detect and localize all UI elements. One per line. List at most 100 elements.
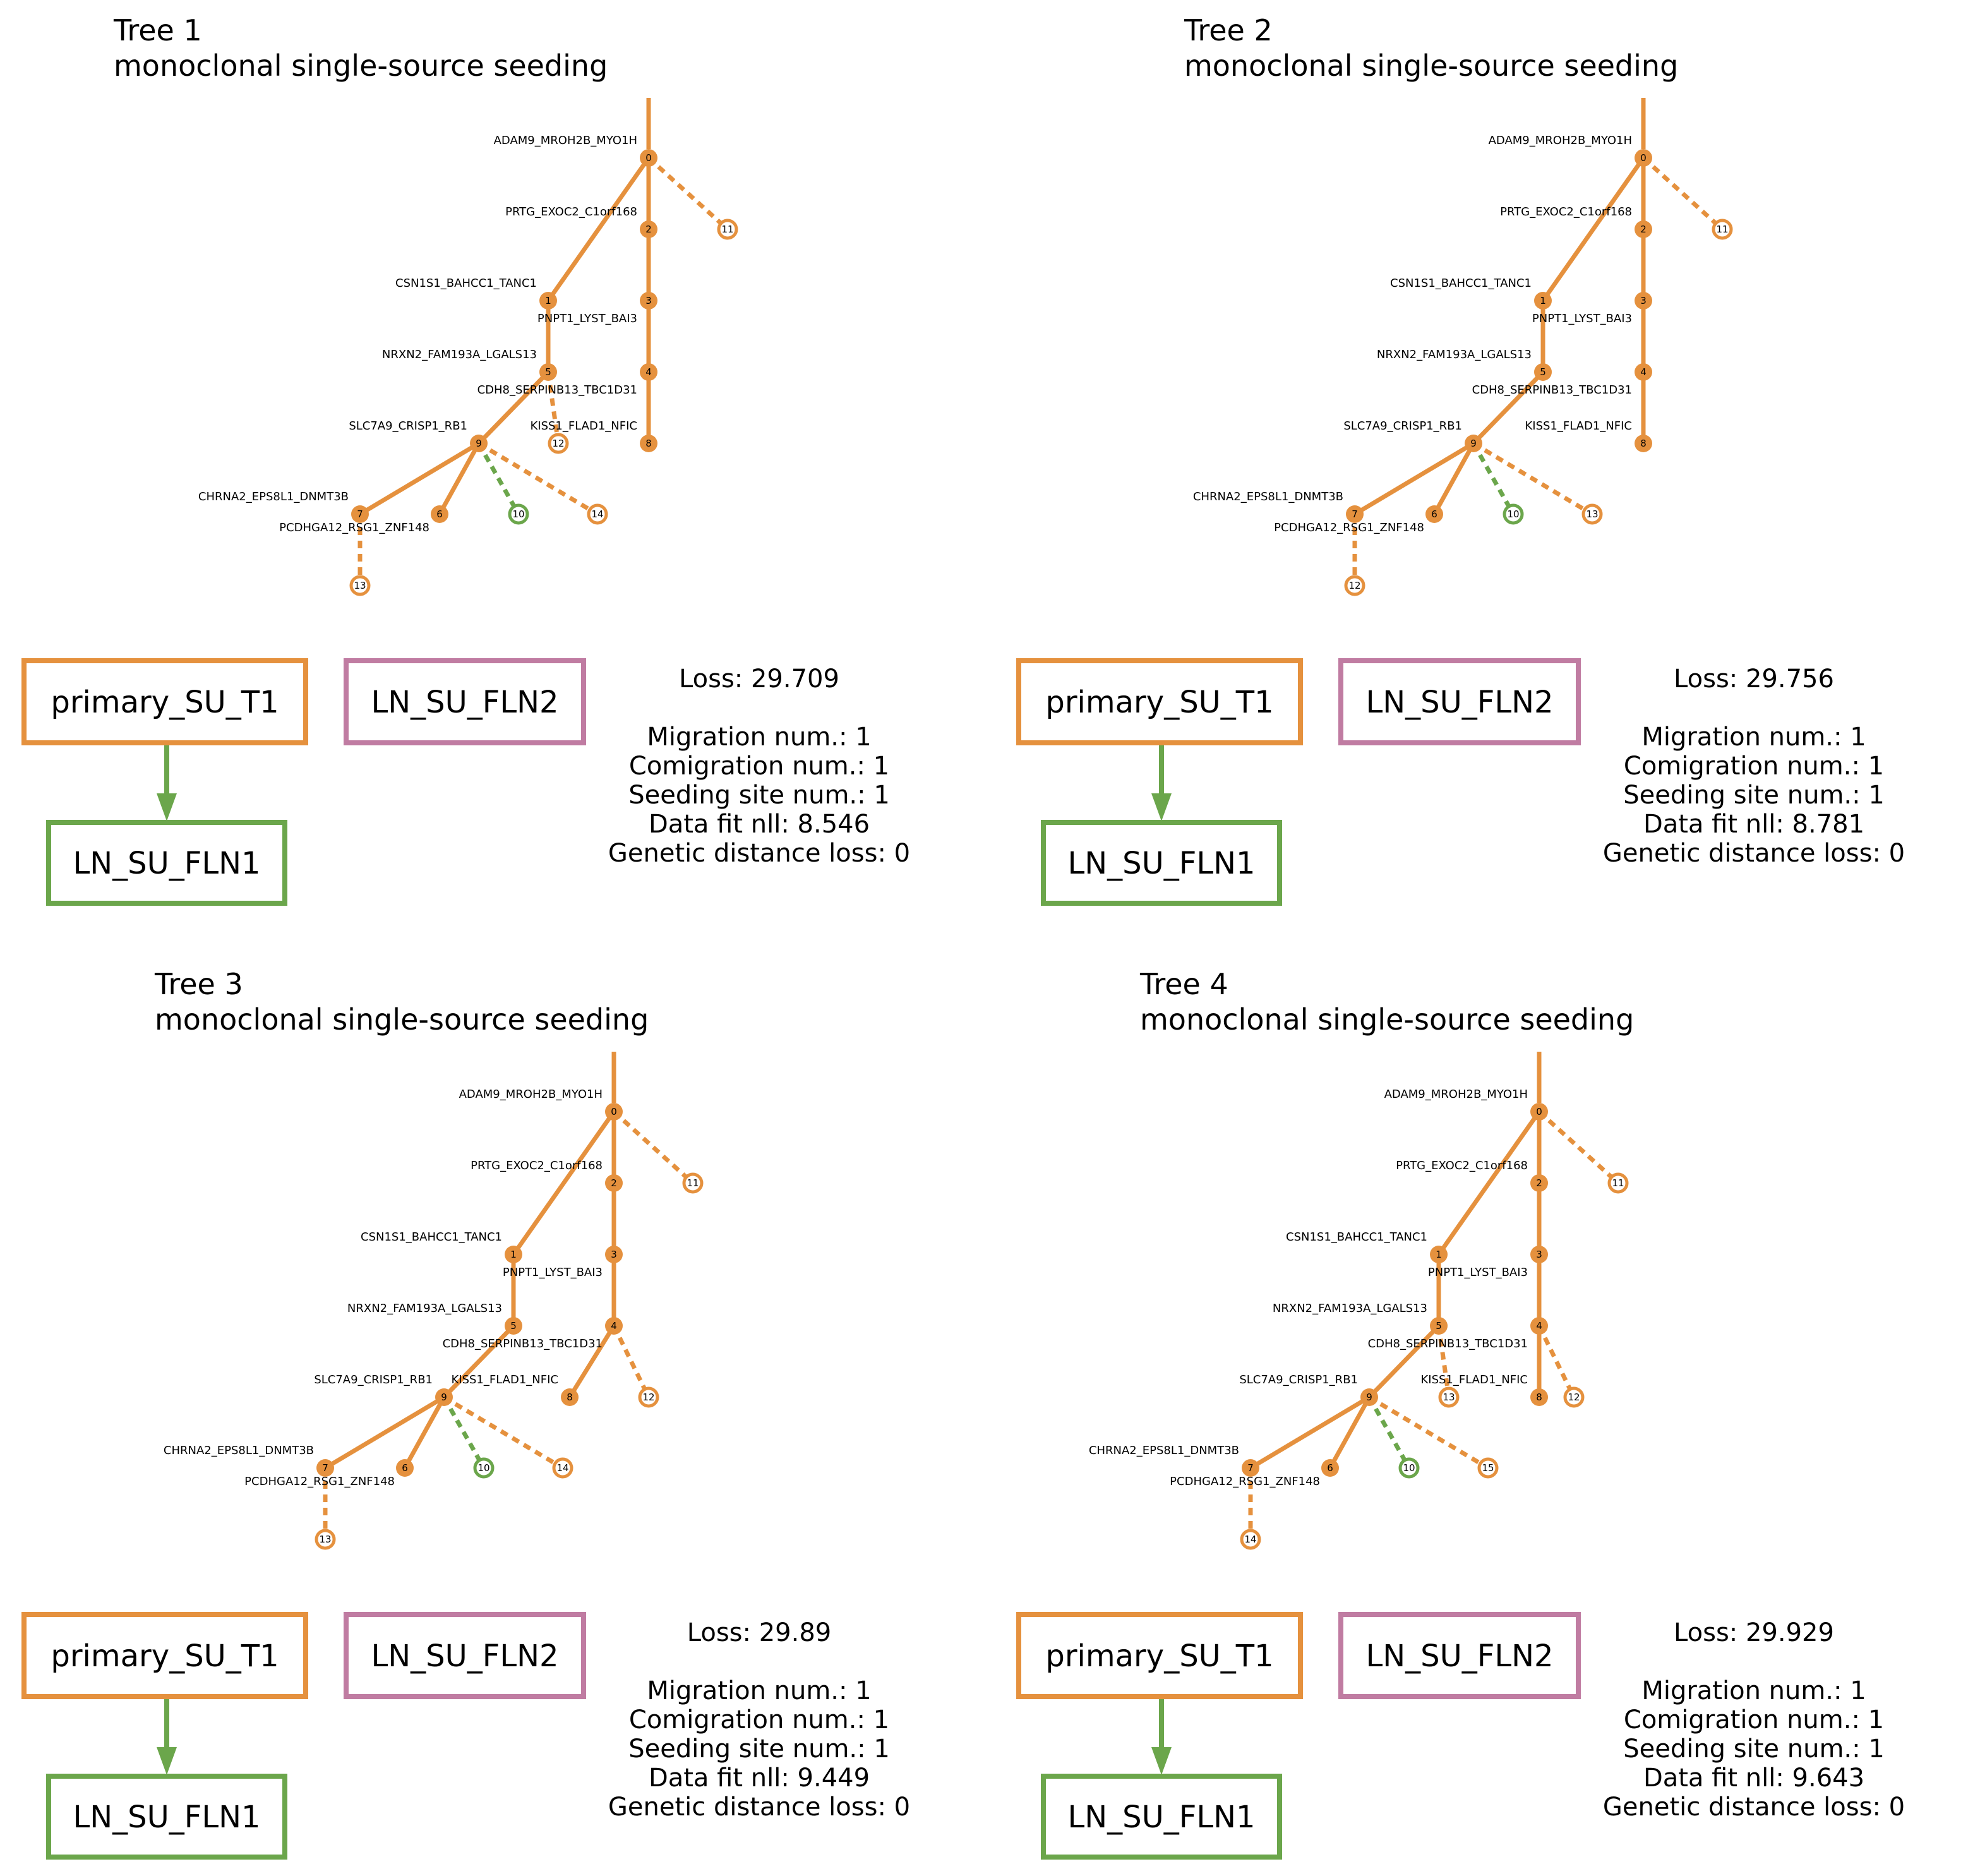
edge-4-8	[568, 1325, 616, 1398]
mutation-label: CSN1S1_BAHCC1_TANC1	[395, 277, 537, 290]
clone-node	[1346, 505, 1364, 523]
stat-migration: Migration num.: 1	[647, 723, 871, 752]
stats-block: Loss: 29.709 Migration num.: 1Comigration…	[608, 664, 910, 868]
clone-node	[605, 1317, 623, 1335]
clone-node-id: 2	[645, 224, 652, 235]
witness-node-id: 13	[1586, 508, 1598, 520]
stat-seeding: Seeding site num.: 1	[1623, 1735, 1885, 1764]
clone-node	[505, 1317, 522, 1335]
clone-node-id: 0	[645, 152, 652, 164]
mutation-label: NRXN2_FAM193A_LGALS13	[1273, 1302, 1427, 1315]
stat-genetic: Genetic distance loss: 0	[608, 1793, 910, 1822]
clone-node	[1635, 292, 1652, 310]
clone-node-id: 5	[1540, 366, 1546, 378]
edge-9-6	[1328, 1396, 1372, 1469]
mutation-label: NRXN2_FAM193A_LGALS13	[1377, 348, 1532, 361]
clone-node-id: 8	[1536, 1392, 1542, 1403]
edge-4-12	[1537, 1325, 1576, 1398]
clone-node	[605, 1246, 623, 1263]
witness-node-id: 10	[512, 508, 524, 520]
witness-node	[473, 1457, 495, 1479]
clone-node	[640, 435, 657, 452]
edge-5-9	[477, 370, 550, 445]
stat-loss: Loss: 29.929	[1674, 1618, 1834, 1647]
mutation-label: PRTG_EXOC2_C1orf168	[1500, 205, 1632, 219]
mutation-label: CSN1S1_BAHCC1_TANC1	[361, 1230, 502, 1244]
site-box-ln2	[344, 658, 586, 745]
clone-node	[435, 1388, 453, 1406]
site-box-ln2	[1338, 658, 1581, 745]
witness-node-id: 14	[556, 1462, 568, 1474]
mutation-label: CDH8_SERPINB13_TBC1D31	[1368, 1337, 1528, 1350]
tree-subtitle: monoclonal single-source seeding	[155, 1002, 649, 1037]
clone-node-id: 8	[645, 438, 652, 449]
witness-node-id: 13	[354, 580, 366, 591]
mutation-label: ADAM9_MROH2B_MYO1H	[1489, 134, 1632, 147]
clone-node-id: 7	[357, 508, 363, 520]
clone-node	[1430, 1246, 1448, 1263]
edge-0-11	[647, 156, 729, 231]
migration-arrow-head	[1151, 1747, 1172, 1775]
tree-title: Tree 4	[1139, 967, 1228, 1001]
migration-graph: primary_SU_T1 LN_SU_FLN2 LN_SU_FLN1	[1016, 658, 1581, 906]
clone-node	[1534, 363, 1552, 381]
edge-9-6	[1432, 442, 1476, 515]
site-label-ln1: LN_SU_FLN1	[1067, 1800, 1255, 1835]
stat-loss: Loss: 29.709	[679, 664, 839, 694]
tree-subtitle: monoclonal single-source seeding	[114, 49, 608, 83]
clone-node-id: 1	[545, 295, 551, 306]
edge-0-1	[1541, 156, 1645, 303]
site-box-ln1	[46, 820, 287, 906]
site-label-ln1: LN_SU_FLN1	[1067, 846, 1255, 881]
clone-node	[1534, 292, 1552, 310]
clone-node	[316, 1459, 334, 1477]
clone-node	[561, 1388, 579, 1406]
witness-node-id: 13	[1443, 1392, 1455, 1403]
witness-node	[1438, 1386, 1460, 1408]
witness-node	[1477, 1457, 1499, 1479]
mutation-label: NRXN2_FAM193A_LGALS13	[347, 1302, 502, 1315]
mutation-label: PNPT1_LYST_BAI3	[1532, 312, 1632, 325]
clone-node	[1635, 149, 1652, 167]
clone-node-id: 8	[1640, 438, 1647, 449]
clone-node-id: 0	[1640, 152, 1647, 164]
witness-node-id: 11	[1716, 224, 1728, 235]
stat-comigration: Comigration num.: 1	[1624, 1705, 1884, 1735]
site-label-ln1: LN_SU_FLN1	[73, 846, 260, 881]
clone-node-id: 8	[567, 1392, 573, 1403]
mutation-label: SLC7A9_CRISP1_RB1	[1343, 419, 1462, 433]
mutation-label: CHRNA2_EPS8L1_DNMT3B	[1193, 490, 1343, 503]
mutation-label: SLC7A9_CRISP1_RB1	[314, 1373, 433, 1386]
edge-4-12	[611, 1325, 651, 1398]
edge-9-10	[441, 1396, 486, 1469]
clone-node-id: 5	[1436, 1320, 1442, 1332]
mutation-label: CHRNA2_EPS8L1_DNMT3B	[1089, 1444, 1239, 1457]
edge-5-9	[442, 1324, 515, 1399]
clone-node-id: 1	[1436, 1249, 1442, 1260]
mutation-label: ADAM9_MROH2B_MYO1H	[1384, 1088, 1528, 1101]
clone-node-id: 3	[645, 295, 652, 306]
witness-node	[1563, 1386, 1585, 1408]
site-label-primary: primary_SU_T1	[1045, 1638, 1273, 1674]
tree-title: Tree 2	[1184, 13, 1273, 47]
migration-graph: primary_SU_T1 LN_SU_FLN2 LN_SU_FLN1	[1016, 1612, 1581, 1860]
mutation-label: SLC7A9_CRISP1_RB1	[1239, 1373, 1358, 1386]
clone-node	[1530, 1388, 1548, 1406]
mutation-label: PCDHGA12_RSG1_ZNF148	[279, 521, 429, 534]
witness-node	[508, 503, 529, 525]
stat-datafit: Data fit nll: 8.781	[1643, 810, 1864, 839]
edge-9-10	[476, 442, 521, 515]
edge-0-11	[1537, 1110, 1620, 1185]
mutation-label: KISS1_FLAD1_NFIC	[530, 419, 637, 433]
edge-9-7	[1249, 1395, 1371, 1470]
clone-node-id: 2	[1536, 1177, 1542, 1189]
stat-genetic: Genetic distance loss: 0	[1603, 839, 1905, 868]
clone-node-id: 5	[510, 1320, 517, 1332]
stat-datafit: Data fit nll: 9.449	[649, 1764, 870, 1793]
site-box-ln1	[46, 1774, 287, 1860]
witness-node-id: 12	[642, 1392, 654, 1403]
